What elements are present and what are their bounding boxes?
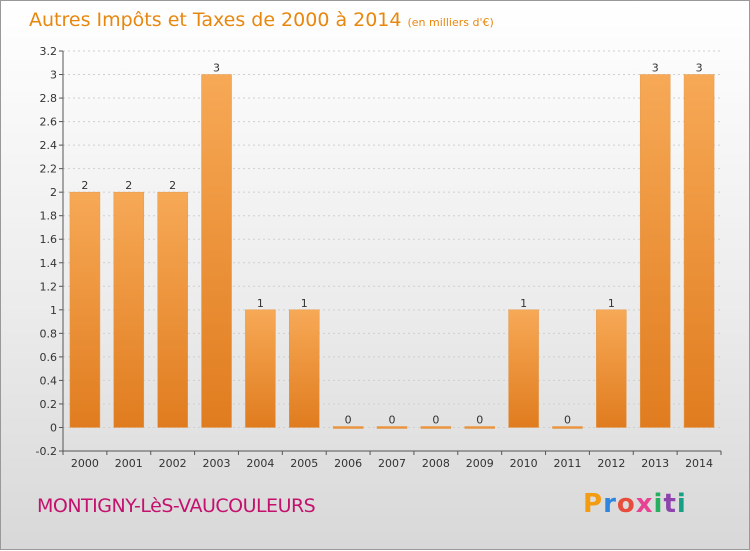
data-label: 1 bbox=[301, 297, 308, 310]
y-tick-label: 2.2 bbox=[40, 163, 58, 176]
bar bbox=[157, 191, 188, 428]
bar bbox=[508, 309, 539, 428]
y-tick-label: -0.2 bbox=[36, 445, 57, 458]
bar bbox=[683, 74, 715, 428]
y-tick-label: 3 bbox=[50, 69, 57, 82]
y-tick-label: 2.4 bbox=[40, 139, 58, 152]
bar bbox=[639, 74, 671, 428]
brand-letter: r bbox=[603, 489, 617, 519]
data-label: 2 bbox=[81, 179, 88, 192]
y-tick-label: 2 bbox=[50, 186, 57, 199]
x-tick-label: 2008 bbox=[422, 457, 450, 470]
y-tick-label: 1.6 bbox=[40, 233, 58, 246]
data-label: 0 bbox=[432, 413, 439, 426]
x-tick-label: 2003 bbox=[203, 457, 231, 470]
y-tick-label: 1.8 bbox=[40, 210, 58, 223]
y-tick-label: 1 bbox=[50, 304, 57, 317]
data-label: 1 bbox=[608, 297, 615, 310]
bar bbox=[69, 191, 101, 428]
brand-letter: i bbox=[676, 489, 687, 519]
x-tick-label: 2013 bbox=[641, 457, 669, 470]
brand-letter: P bbox=[583, 489, 604, 519]
proxiti-logo: Proxiti bbox=[583, 489, 687, 519]
x-tick-label: 2012 bbox=[597, 457, 625, 470]
chart-title: Autres Impôts et Taxes de 2000 à 2014 (en… bbox=[29, 9, 494, 31]
x-tick-label: 2011 bbox=[553, 457, 581, 470]
x-tick-label: 2001 bbox=[115, 457, 143, 470]
y-tick-label: 3.2 bbox=[40, 45, 58, 58]
y-tick-label: 0.8 bbox=[40, 327, 58, 340]
brand-letter: x bbox=[635, 489, 654, 519]
y-tick-label: 2.6 bbox=[40, 116, 58, 129]
y-tick-label: 0.2 bbox=[40, 398, 58, 411]
bar bbox=[596, 309, 627, 428]
data-label: 3 bbox=[652, 62, 659, 75]
bar bbox=[552, 426, 583, 429]
bar bbox=[376, 426, 408, 429]
data-label: 1 bbox=[520, 297, 527, 310]
data-label: 3 bbox=[696, 62, 703, 75]
y-tick-label: 0.4 bbox=[40, 374, 58, 387]
brand-letter: o bbox=[616, 489, 636, 519]
x-tick-label: 2014 bbox=[685, 457, 713, 470]
bar bbox=[245, 309, 276, 428]
x-tick-label: 2007 bbox=[378, 457, 406, 470]
bar bbox=[201, 74, 232, 428]
data-label: 1 bbox=[257, 297, 264, 310]
bar bbox=[332, 426, 364, 429]
x-tick-label: 2005 bbox=[290, 457, 318, 470]
y-tick-label: 1.2 bbox=[40, 280, 58, 293]
bar bbox=[113, 191, 145, 428]
y-tick-label: 0.6 bbox=[40, 351, 58, 364]
x-tick-label: 2010 bbox=[510, 457, 538, 470]
x-tick-label: 2006 bbox=[334, 457, 362, 470]
y-tick-label: 0 bbox=[50, 421, 57, 434]
data-label: 2 bbox=[125, 179, 132, 192]
data-label: 0 bbox=[345, 413, 352, 426]
data-label: 0 bbox=[476, 413, 483, 426]
bar bbox=[464, 426, 495, 429]
location-name: MONTIGNY-LèS-VAUCOULEURS bbox=[37, 495, 316, 517]
data-label: 2 bbox=[169, 179, 176, 192]
chart-unit: (en milliers d'€) bbox=[407, 16, 494, 29]
x-tick-label: 2009 bbox=[466, 457, 494, 470]
data-label: 3 bbox=[213, 62, 220, 75]
x-tick-label: 2000 bbox=[71, 457, 99, 470]
data-label: 0 bbox=[564, 413, 571, 426]
x-tick-label: 2004 bbox=[246, 457, 274, 470]
bar bbox=[289, 309, 320, 428]
bar bbox=[420, 426, 452, 429]
y-tick-label: 2.8 bbox=[40, 92, 58, 105]
brand-letter: i bbox=[653, 489, 664, 519]
data-label: 0 bbox=[389, 413, 396, 426]
y-tick-label: 1.4 bbox=[40, 257, 58, 270]
x-tick-label: 2002 bbox=[159, 457, 187, 470]
brand-letter: t bbox=[663, 489, 677, 519]
